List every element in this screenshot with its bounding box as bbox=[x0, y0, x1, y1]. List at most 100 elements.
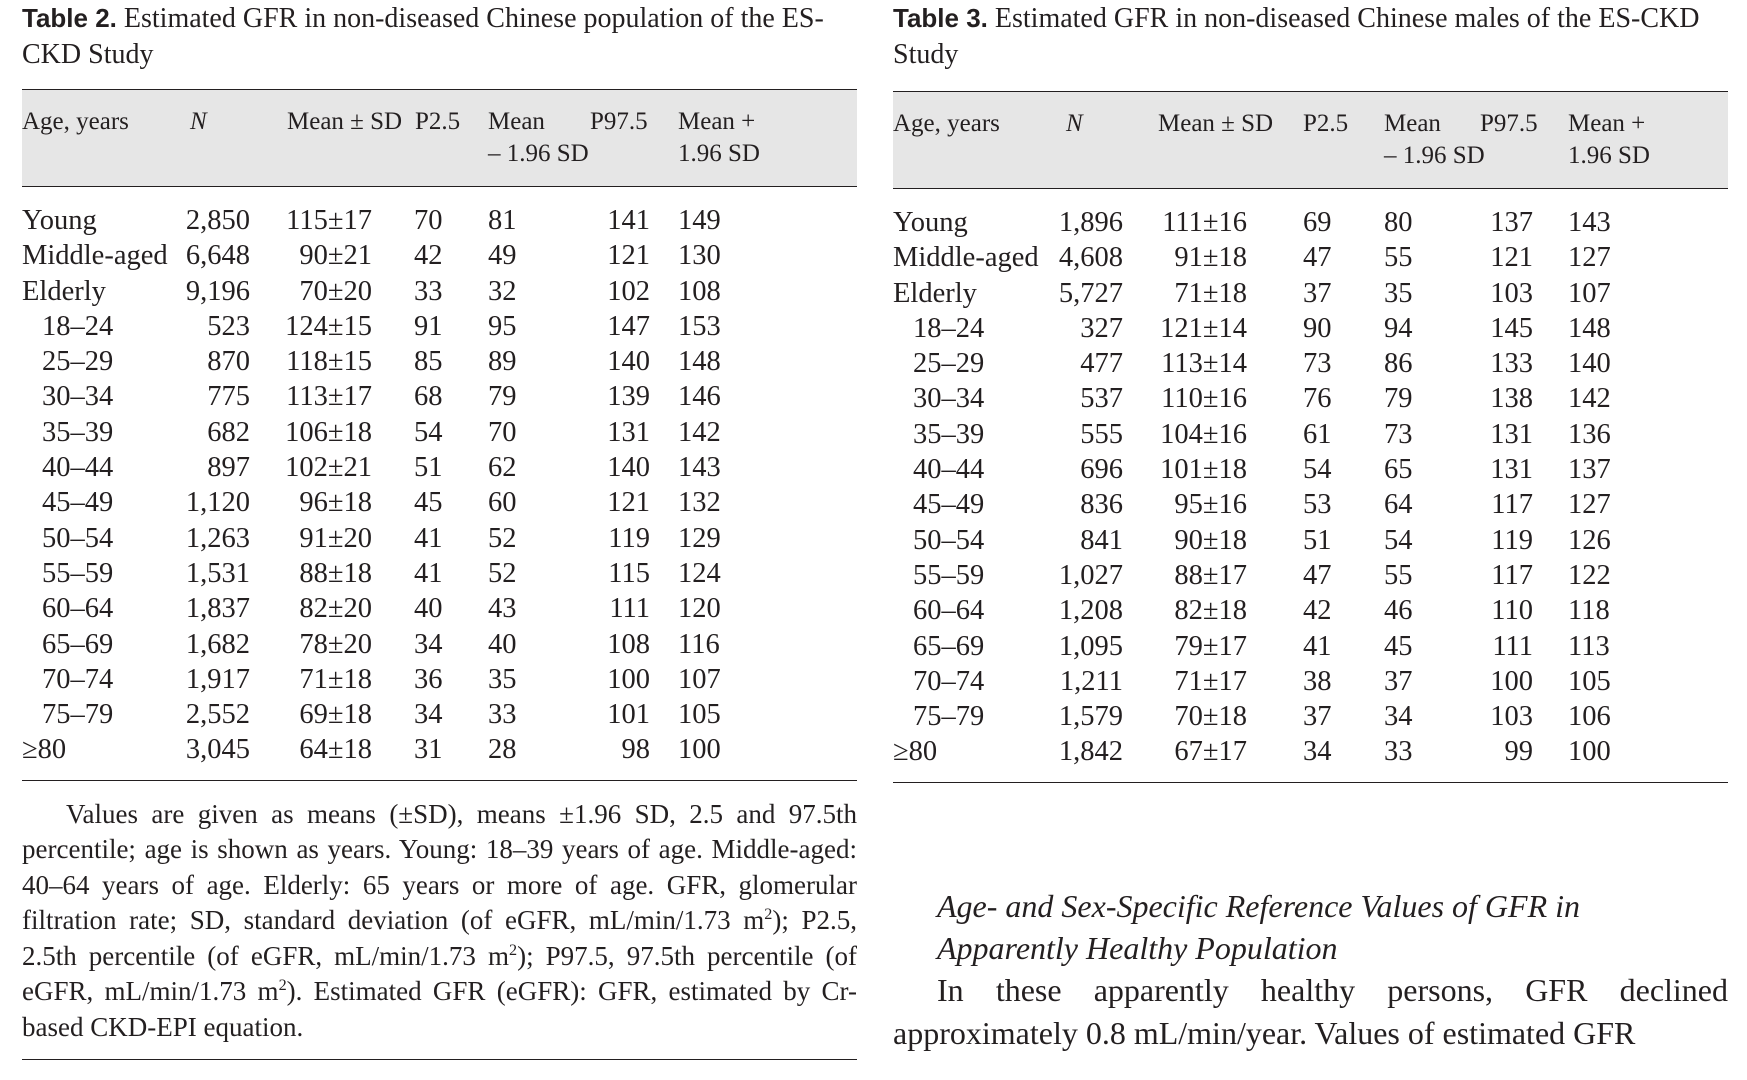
cell-age: 25–29 bbox=[913, 348, 985, 380]
header-p975: P97.5 bbox=[1480, 110, 1538, 137]
cell-mean_minus: 80 bbox=[1384, 207, 1413, 238]
cell-mean_minus: 81 bbox=[488, 205, 517, 236]
cell-mean_minus: 52 bbox=[488, 557, 517, 589]
cell-mean_minus: 45 bbox=[1384, 630, 1413, 662]
cell-mean_minus: 33 bbox=[488, 699, 517, 731]
table-row: 45–49 836 95±16 53 64 117 127 bbox=[893, 487, 1728, 522]
cell-mean_minus: 55 bbox=[1384, 242, 1413, 274]
cell-mean_plus: 116 bbox=[678, 628, 720, 660]
table-3-bottom-rule bbox=[893, 781, 1728, 783]
cell-p25: 38 bbox=[1303, 665, 1332, 697]
table-2-footnote: Values are given as means (±SD), means ±… bbox=[22, 798, 857, 1042]
header-p25: P2.5 bbox=[1303, 110, 1349, 137]
cell-mean_minus: 60 bbox=[488, 487, 517, 519]
table-row: 45–49 1,120 96±18 45 60 121 132 bbox=[22, 485, 857, 520]
table-3-label: Table 3. bbox=[893, 3, 988, 33]
cell-mean_sd: 71±18 bbox=[1174, 277, 1247, 309]
cell-p975: 138 bbox=[1490, 383, 1533, 415]
table-row: 30–34 537 110±16 76 79 138 142 bbox=[893, 381, 1728, 416]
cell-p975: 121 bbox=[1490, 242, 1533, 274]
cell-p25: 51 bbox=[1303, 524, 1332, 556]
cell-mean_sd: 90±18 bbox=[1174, 524, 1247, 556]
cell-n: 6,648 bbox=[185, 240, 250, 272]
cell-mean_plus: 146 bbox=[678, 381, 721, 413]
cell-age: Young bbox=[22, 205, 97, 236]
cell-n: 5,727 bbox=[1058, 277, 1123, 309]
cell-mean_plus: 107 bbox=[678, 663, 721, 695]
cell-p25: 37 bbox=[1303, 701, 1332, 733]
table-row: 18–24 523 124±15 91 95 147 153 bbox=[22, 309, 857, 344]
table-row: ≥80 3,045 64±18 31 28 98 100 bbox=[22, 732, 857, 767]
header-mean-sd: Mean ± SD bbox=[287, 108, 403, 135]
table-row: 60–64 1,208 82±18 42 46 110 118 bbox=[893, 593, 1728, 628]
cell-n: 1,896 bbox=[1058, 207, 1123, 238]
cell-age: 60–64 bbox=[913, 595, 985, 627]
cell-p975: 141 bbox=[607, 205, 650, 236]
cell-p25: 90 bbox=[1303, 312, 1332, 344]
cell-p975: 101 bbox=[607, 699, 650, 731]
cell-mean_sd: 102±21 bbox=[285, 452, 372, 484]
cell-mean_sd: 96±18 bbox=[299, 487, 372, 519]
cell-p975: 139 bbox=[607, 381, 650, 413]
cell-age: 35–39 bbox=[42, 416, 114, 448]
cell-p25: 85 bbox=[414, 346, 443, 378]
table-row: ≥80 1,842 67±17 34 33 99 100 bbox=[893, 734, 1728, 769]
table-row: 55–59 1,531 88±18 41 52 115 124 bbox=[22, 556, 857, 591]
table-2-body: Young 2,850 115±17 70 81 141 149 Middle-aged 6,6… bbox=[22, 203, 857, 768]
table-row: 70–74 1,211 71±17 38 37 100 105 bbox=[893, 664, 1728, 699]
table-3-top-rule bbox=[893, 91, 1728, 92]
cell-p975: 115 bbox=[608, 557, 650, 589]
cell-mean_sd: 113±14 bbox=[1161, 348, 1247, 380]
cell-p975: 131 bbox=[1490, 454, 1533, 486]
header-mean-minus: Mean bbox=[488, 108, 545, 135]
cell-mean_plus: 143 bbox=[678, 452, 721, 484]
cell-age: 18–24 bbox=[42, 310, 114, 342]
cell-age: 25–29 bbox=[42, 346, 114, 378]
cell-mean_plus: 124 bbox=[678, 557, 721, 589]
table-2: Table 2. Estimated GFR in non-diseased C… bbox=[22, 0, 857, 1061]
cell-p975: 121 bbox=[607, 240, 650, 272]
cell-mean_plus: 142 bbox=[1568, 383, 1611, 415]
cell-age: 55–59 bbox=[42, 557, 114, 589]
cell-p25: 34 bbox=[414, 628, 443, 660]
cell-n: 1,837 bbox=[185, 593, 250, 625]
cell-mean_minus: 79 bbox=[488, 381, 517, 413]
cell-mean_minus: 94 bbox=[1384, 312, 1413, 344]
cell-p25: 70 bbox=[414, 205, 443, 236]
table-3-body: Young 1,896 111±16 69 80 137 143 Middle-aged 4,6… bbox=[893, 205, 1728, 770]
cell-age: 30–34 bbox=[913, 383, 985, 415]
cell-mean_sd: 111±16 bbox=[1162, 207, 1247, 238]
cell-mean_sd: 95±16 bbox=[1174, 489, 1247, 521]
cell-age: 50–54 bbox=[42, 522, 114, 554]
cell-mean_plus: 105 bbox=[1568, 665, 1611, 697]
cell-n: 9,196 bbox=[185, 275, 250, 307]
cell-mean_plus: 149 bbox=[678, 205, 721, 236]
cell-mean_sd: 118±15 bbox=[286, 346, 372, 378]
cell-mean_minus: 33 bbox=[1384, 736, 1413, 768]
cell-mean_sd: 82±18 bbox=[1174, 595, 1247, 627]
cell-p25: 34 bbox=[1303, 736, 1332, 768]
cell-p25: 91 bbox=[414, 310, 443, 342]
cell-mean_minus: 65 bbox=[1384, 454, 1413, 486]
cell-mean_sd: 70±18 bbox=[1174, 701, 1247, 733]
cell-mean_plus: 137 bbox=[1568, 454, 1611, 486]
cell-p975: 108 bbox=[607, 628, 650, 660]
cell-age: ≥80 bbox=[22, 734, 67, 766]
cell-p975: 98 bbox=[621, 734, 651, 766]
table-row: Young 1,896 111±16 69 80 137 143 bbox=[893, 205, 1728, 240]
cell-mean_minus: 95 bbox=[488, 310, 517, 342]
cell-p975: 103 bbox=[1490, 701, 1533, 733]
cell-age: 70–74 bbox=[42, 663, 114, 695]
cell-n: 897 bbox=[207, 452, 250, 484]
cell-mean_plus: 107 bbox=[1568, 277, 1611, 309]
cell-mean_plus: 153 bbox=[678, 310, 721, 342]
cell-n: 4,608 bbox=[1058, 242, 1123, 274]
cell-mean_plus: 142 bbox=[678, 416, 721, 448]
cell-age: 50–54 bbox=[913, 524, 985, 556]
cell-p975: 117 bbox=[1491, 559, 1533, 591]
cell-p25: 68 bbox=[414, 381, 443, 413]
header-age: Age, years bbox=[22, 108, 129, 135]
cell-mean_plus: 120 bbox=[678, 593, 721, 625]
table-row: 50–54 841 90±18 51 54 119 126 bbox=[893, 523, 1728, 558]
cell-mean_minus: 35 bbox=[488, 663, 517, 695]
